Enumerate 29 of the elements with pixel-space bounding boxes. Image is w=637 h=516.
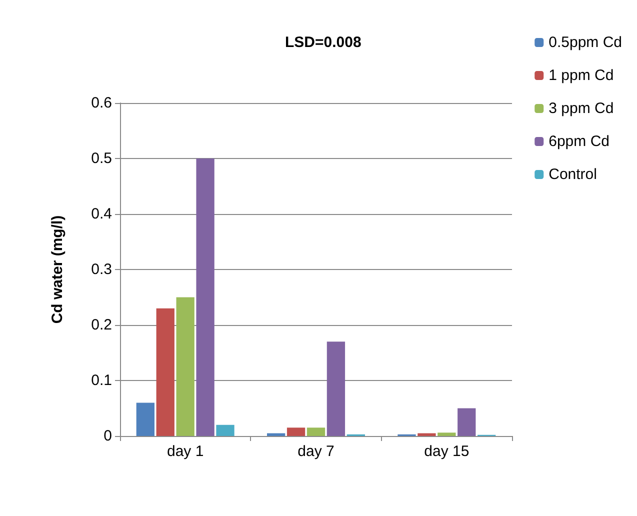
bar xyxy=(286,428,306,436)
bar xyxy=(306,428,326,436)
bar xyxy=(196,158,214,436)
y-axis-title: Cd water (mg/l) xyxy=(49,215,66,324)
y-tick-label: 0.5 xyxy=(91,150,112,167)
y-tick-label: 0.2 xyxy=(91,316,112,334)
bar xyxy=(418,433,436,436)
bar xyxy=(267,433,286,436)
y-tick-label: 0.4 xyxy=(91,206,112,222)
bar xyxy=(458,408,476,436)
legend-label: 3 ppm Cd xyxy=(548,100,614,117)
legend-label: 6ppm Cd xyxy=(548,133,610,150)
chart-title: LSD=0.008 xyxy=(285,34,362,51)
bar xyxy=(156,308,174,436)
legend-label: 1 ppm Cd xyxy=(548,67,614,84)
x-tick-label: day 7 xyxy=(298,443,334,460)
bar xyxy=(176,297,194,436)
x-tick-label: day 15 xyxy=(424,443,470,460)
bar xyxy=(136,402,154,436)
bar xyxy=(438,432,456,436)
y-tick-label: 0 xyxy=(104,428,112,444)
x-tick-label: day 1 xyxy=(166,443,204,460)
y-tick-label: 0.3 xyxy=(91,261,112,278)
y-tick-label: 0.6 xyxy=(91,94,112,112)
bar xyxy=(216,424,234,436)
bar xyxy=(326,342,346,436)
y-tick-label: 0.1 xyxy=(91,372,112,389)
legend-label: 0.5ppm Cd xyxy=(548,34,622,51)
legend-label: Control xyxy=(548,166,597,183)
